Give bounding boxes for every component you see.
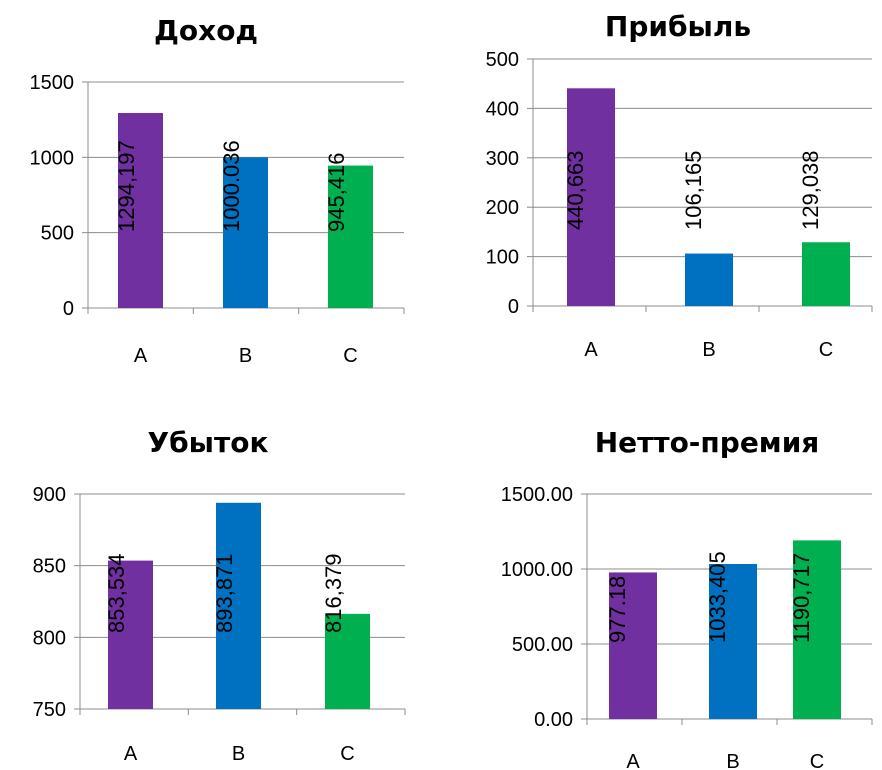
y-tick-label: 1000.00 [501, 559, 573, 581]
y-tick-label: 400 [486, 98, 519, 120]
chart-revenue: Доход 0 500 1000 1500 1294,197 A 1000.036 B 945,4… [30, 14, 405, 367]
x-category-label-b: B [702, 339, 715, 361]
bar-c [802, 242, 850, 306]
y-tick-label: 900 [33, 484, 66, 506]
data-label-c: 945,416 [324, 152, 349, 232]
chart-title: Доход [154, 14, 258, 47]
x-category-label-c: C [810, 751, 824, 770]
x-category-label-c: C [819, 339, 833, 361]
y-tick-label: 1500.00 [501, 484, 573, 506]
y-tick-label: 100 [486, 247, 519, 269]
y-tick-label: 800 [33, 627, 66, 649]
bar-c [325, 613, 370, 709]
x-category-label-c: C [343, 345, 357, 367]
data-label-a: 853,534 [104, 553, 129, 633]
x-category-label-a: A [584, 339, 598, 361]
data-label-c: 129,038 [798, 150, 823, 230]
chart-net-premium: Нетто-премия 0.00 500.00 1000.00 1500.00 977.… [501, 426, 873, 770]
x-category-label-c: C [340, 743, 354, 765]
bar-b [685, 253, 733, 306]
x-category-label-a: A [134, 345, 148, 367]
chart-profit: Прибыль 0 100 200 300 400 500 440,663 A 106,165 B 1… [486, 10, 873, 361]
y-tick-label: 500 [486, 49, 519, 71]
y-tick-label: 0 [63, 298, 74, 320]
bar-c [328, 165, 373, 308]
x-category-label-b: B [726, 751, 739, 770]
x-category-label-b: B [232, 743, 245, 765]
data-label-a: 977.18 [605, 576, 630, 643]
y-tick-label: 750 [33, 699, 66, 721]
data-label-a: 440,663 [563, 150, 588, 230]
chart-title: Нетто-премия [595, 426, 820, 459]
data-label-b: 1000.036 [219, 140, 244, 232]
y-tick-label: 0.00 [534, 709, 573, 731]
data-label-a: 1294,197 [114, 140, 139, 232]
chart-title: Прибыль [605, 10, 751, 43]
y-tick-label: 300 [486, 148, 519, 170]
y-tick-label: 500.00 [512, 634, 573, 656]
y-tick-label: 200 [486, 197, 519, 219]
chart-title: Убыток [148, 426, 269, 459]
bar-b [709, 563, 757, 719]
y-tick-label: 1500 [30, 72, 75, 94]
data-label-b: 893,871 [212, 553, 237, 633]
bar-b [216, 502, 261, 709]
x-category-label-a: A [124, 743, 138, 765]
bar-a [567, 88, 615, 307]
bar-c [793, 540, 841, 719]
bar-a [108, 560, 153, 709]
y-tick-label: 0 [508, 296, 519, 318]
data-label-c: 816,379 [321, 553, 346, 633]
bar-b [223, 157, 268, 308]
bar-a [609, 572, 657, 719]
data-label-b: 106,165 [681, 150, 706, 230]
y-tick-label: 850 [33, 556, 66, 578]
data-label-b: 1033,405 [705, 551, 730, 643]
y-tick-label: 500 [41, 223, 74, 245]
x-category-label-b: B [239, 345, 252, 367]
x-category-label-a: A [626, 751, 640, 770]
y-tick-label: 1000 [30, 147, 75, 169]
bar-a [118, 113, 163, 308]
data-label-c: 1190,717 [789, 553, 814, 643]
chart-loss: Убыток 750 800 850 900 853,534 A 893,871 B 816,37… [33, 426, 406, 765]
